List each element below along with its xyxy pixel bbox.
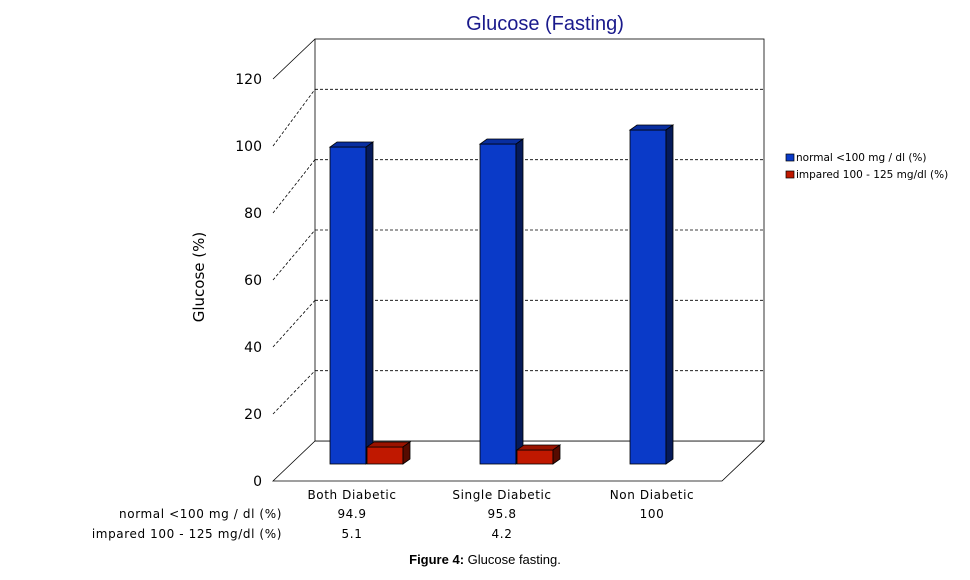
bar-side — [552, 444, 561, 465]
chart-title: Glucose (Fasting) — [466, 13, 624, 35]
bar-side — [515, 138, 524, 465]
bar-front — [366, 446, 404, 465]
category-labels: Both Diabetic Single Diabetic Non Diabetic — [307, 488, 695, 502]
bar — [365, 441, 412, 465]
gridline-side — [272, 300, 316, 348]
legend: normal <100 mg / dl (%) impared 100 - 125… — [785, 152, 948, 181]
y-tick-label: 20 — [244, 407, 262, 423]
legend-swatch — [785, 170, 795, 179]
bar-side — [365, 141, 374, 465]
gridline-side — [272, 159, 316, 214]
chart-back-wall — [314, 38, 765, 442]
chart-walls — [272, 38, 765, 482]
legend-label: normal <100 mg / dl (%) — [796, 152, 927, 164]
category-label: Non Diabetic — [610, 488, 695, 502]
side-wall-top-edge — [272, 38, 316, 80]
caption-label: Figure 4: — [409, 552, 465, 567]
legend-label: impared 100 - 125 mg/dl (%) — [796, 169, 948, 181]
bars — [328, 124, 675, 465]
y-tick-label: 100 — [235, 139, 262, 155]
y-tick-label: 0 — [253, 474, 262, 490]
table-cell: 95.8 — [487, 507, 516, 521]
table-cell: 94.9 — [337, 507, 366, 521]
category-label: Both Diabetic — [307, 488, 396, 502]
y-tick-label: 80 — [244, 206, 262, 222]
bar-front — [479, 143, 517, 465]
bar — [328, 141, 375, 465]
table-cell: 4.2 — [492, 527, 513, 541]
gridline-side — [272, 229, 316, 281]
bar-side — [402, 441, 411, 465]
y-tick-label: 60 — [244, 273, 262, 289]
gridline-side — [272, 370, 316, 415]
bar-front — [629, 129, 667, 465]
data-table: normal <100 mg / dl (%) 94.9 95.8 100 impare… — [92, 507, 665, 541]
gridline-side — [272, 89, 316, 147]
gridlines — [272, 88, 764, 415]
y-tick-label: 120 — [235, 72, 262, 88]
bar — [628, 124, 675, 465]
y-axis-label: Glucose (%) — [190, 232, 208, 323]
bar — [515, 444, 562, 465]
bar-front — [516, 449, 554, 465]
table-cell: 100 — [640, 507, 665, 521]
bar — [478, 138, 525, 465]
table-row-label: impared 100 - 125 mg/dl (%) — [92, 527, 282, 541]
bar-front — [329, 146, 367, 465]
category-label: Single Diabetic — [452, 488, 551, 502]
y-axis-ticks: 0 20 40 60 80 100 120 — [235, 72, 262, 490]
figure-caption: Figure 4: Glucose fasting. — [0, 552, 970, 567]
table-cell: 5.1 — [342, 527, 363, 541]
bar-side — [665, 124, 674, 465]
caption-text: Glucose fasting. — [464, 552, 561, 567]
y-tick-label: 40 — [244, 340, 262, 356]
table-row-label: normal <100 mg / dl (%) — [119, 507, 282, 521]
legend-swatch — [785, 153, 795, 162]
